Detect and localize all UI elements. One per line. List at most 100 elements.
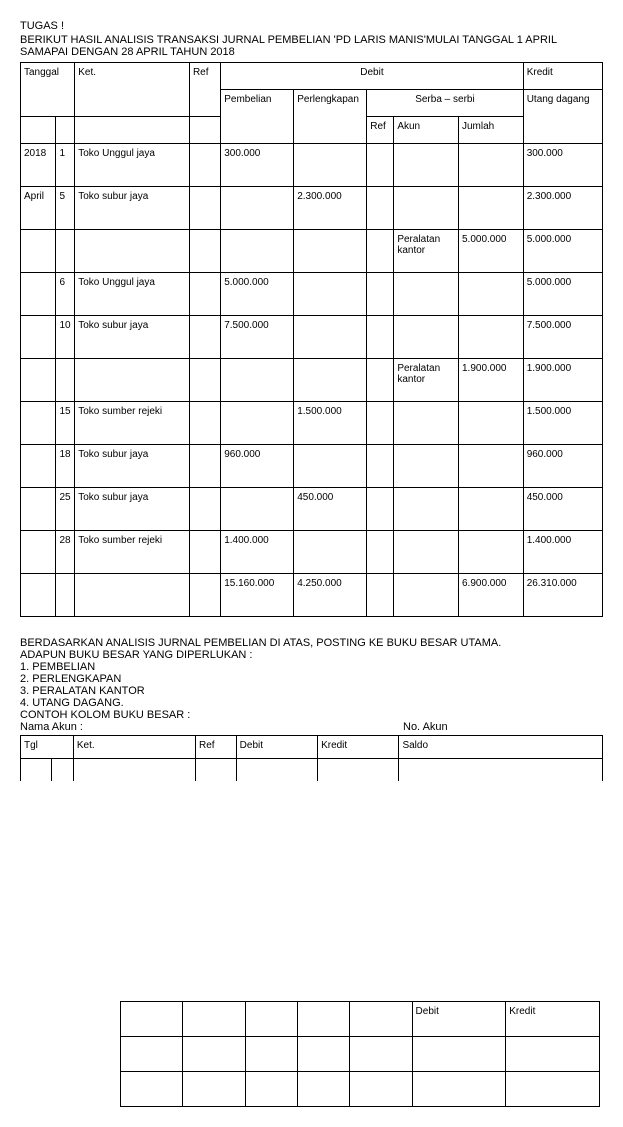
- cell-ket: Toko subur jaya: [75, 488, 190, 531]
- cell-perl: [294, 359, 367, 402]
- b-c2: [183, 1002, 245, 1037]
- cell-perl: [294, 531, 367, 574]
- table-row: 15Toko sumber rejeki1.500.0001.500.000: [21, 402, 603, 445]
- lh-ref: Ref: [195, 736, 236, 759]
- cell-d: 1: [56, 144, 75, 187]
- b-c1: [121, 1002, 183, 1037]
- cell-r2: [367, 273, 394, 316]
- cell-r2: [367, 359, 394, 402]
- h-ref: Ref: [189, 63, 220, 117]
- table-row: 25Toko subur jaya450.000450.000: [21, 488, 603, 531]
- cell-y: [21, 230, 56, 273]
- instr-l4: 2. PERLENGKAPAN: [20, 673, 603, 685]
- cell-ket: Toko subur jaya: [75, 187, 190, 230]
- cell-akun: [394, 574, 459, 617]
- h-tanggal: Tanggal: [21, 63, 75, 117]
- cell-y: [21, 488, 56, 531]
- cell-r2: [367, 316, 394, 359]
- cell-akun: [394, 316, 459, 359]
- cell-jml: [458, 316, 523, 359]
- cell-d: 28: [56, 531, 75, 574]
- lh-saldo: Saldo: [399, 736, 603, 759]
- cell-y: 2018: [21, 144, 56, 187]
- cell-r2: [367, 488, 394, 531]
- h-pembelian: Pembelian: [221, 90, 294, 144]
- cell-y: [21, 402, 56, 445]
- table-row: 20181Toko Unggul jaya300.000300.000: [21, 144, 603, 187]
- h-kredit: Kredit: [523, 63, 602, 90]
- cell-pemb: [221, 359, 294, 402]
- table-row: 18Toko subur jaya960.000960.000: [21, 445, 603, 488]
- h-blank1: [21, 117, 56, 144]
- lh-debit: Debit: [236, 736, 317, 759]
- cell-ref: [189, 273, 220, 316]
- bottom-header-row: Debit Kredit: [121, 1002, 600, 1037]
- h-akun: Akun: [394, 117, 459, 144]
- cell-akun: Peralatan kantor: [394, 359, 459, 402]
- table-row: 28Toko sumber rejeki1.400.0001.400.000: [21, 531, 603, 574]
- instr-l5: 3. PERALATAN KANTOR: [20, 685, 603, 697]
- cell-utang: 26.310.000: [523, 574, 602, 617]
- cell-y: [21, 273, 56, 316]
- cell-ket: [75, 359, 190, 402]
- cell-y: April: [21, 187, 56, 230]
- cell-ref: [189, 531, 220, 574]
- cell-ref: [189, 359, 220, 402]
- nama-akun-label: Nama Akun :: [20, 721, 403, 733]
- cell-utang: 1.400.000: [523, 531, 602, 574]
- h-blank3: [75, 117, 190, 144]
- cell-ref: [189, 230, 220, 273]
- h-debit: Debit: [221, 63, 523, 90]
- cell-akun: Peralatan kantor: [394, 230, 459, 273]
- instr-l2: ADAPUN BUKU BESAR YANG DIPERLUKAN :: [20, 649, 603, 661]
- journal-table: Tanggal Ket. Ref Debit Kredit Pembelian …: [20, 62, 603, 617]
- cell-jml: [458, 488, 523, 531]
- h-blank4: [189, 117, 220, 144]
- b-kredit: Kredit: [506, 1002, 600, 1037]
- lh-kredit: Kredit: [318, 736, 399, 759]
- cell-perl: 4.250.000: [294, 574, 367, 617]
- cell-akun: [394, 273, 459, 316]
- table-row: 6Toko Unggul jaya5.000.0005.000.000: [21, 273, 603, 316]
- table-row: Peralatan kantor5.000.0005.000.000: [21, 230, 603, 273]
- cell-akun: [394, 402, 459, 445]
- table-row: April5Toko subur jaya2.300.0002.300.000: [21, 187, 603, 230]
- table-row: 15.160.0004.250.0006.900.00026.310.000: [21, 574, 603, 617]
- cell-d: 6: [56, 273, 75, 316]
- cell-utang: 1.500.000: [523, 402, 602, 445]
- cell-pemb: [221, 488, 294, 531]
- bottom-row-2: [121, 1072, 600, 1107]
- ledger-table: Tgl Ket. Ref Debit Kredit Saldo: [20, 735, 603, 781]
- title-line-2: BERIKUT HASIL ANALISIS TRANSAKSI JURNAL …: [20, 34, 603, 58]
- cell-ref: [189, 574, 220, 617]
- cell-y: [21, 445, 56, 488]
- cell-ref: [189, 316, 220, 359]
- cell-utang: 1.900.000: [523, 359, 602, 402]
- cell-ref: [189, 488, 220, 531]
- cell-ket: Toko sumber rejeki: [75, 531, 190, 574]
- instr-l7: CONTOH KOLOM BUKU BESAR :: [20, 709, 603, 721]
- cell-pemb: 7.500.000: [221, 316, 294, 359]
- cell-perl: 2.300.000: [294, 187, 367, 230]
- cell-y: [21, 531, 56, 574]
- instr-l3: 1. PEMBELIAN: [20, 661, 603, 673]
- cell-utang: 2.300.000: [523, 187, 602, 230]
- title-line-1: TUGAS !: [20, 20, 603, 32]
- cell-perl: [294, 230, 367, 273]
- cell-d: 10: [56, 316, 75, 359]
- cell-y: [21, 316, 56, 359]
- cell-utang: 960.000: [523, 445, 602, 488]
- cell-perl: [294, 273, 367, 316]
- cell-akun: [394, 187, 459, 230]
- cell-jml: 5.000.000: [458, 230, 523, 273]
- cell-d: [56, 359, 75, 402]
- cell-akun: [394, 531, 459, 574]
- cell-d: [56, 574, 75, 617]
- cell-ket: Toko subur jaya: [75, 316, 190, 359]
- cell-d: 15: [56, 402, 75, 445]
- cell-jml: [458, 144, 523, 187]
- h-utang: Utang dagang: [523, 90, 602, 144]
- cell-akun: [394, 488, 459, 531]
- h-ref2: Ref: [367, 117, 394, 144]
- cell-r2: [367, 445, 394, 488]
